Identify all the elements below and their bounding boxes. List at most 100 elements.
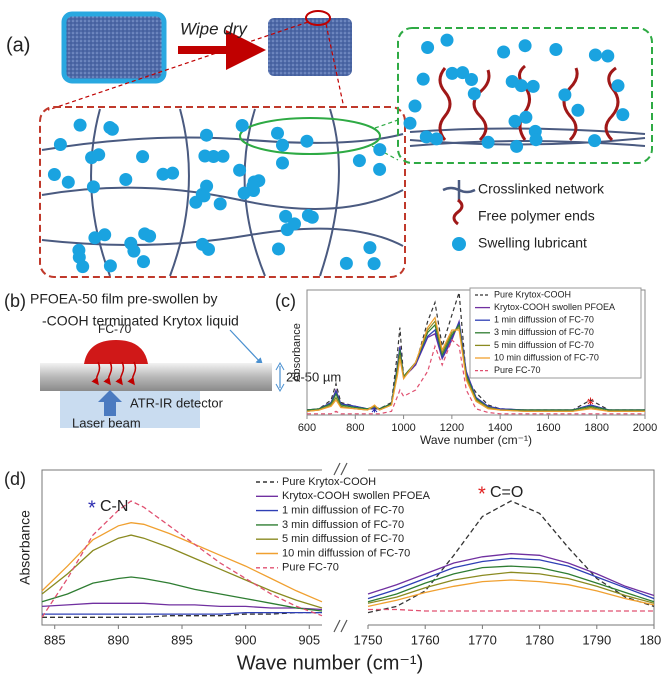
legend-text: Krytox-COOH swollen PFOEA [494,302,615,312]
wiped-film [268,18,352,76]
legend-text: 10 min diffussion of FC-70 [494,352,599,362]
lubricant-dot [409,100,422,113]
legend-text: 1 min diffussion of FC-70 [282,505,404,517]
lubricant-dot [530,133,543,146]
lubricant-dot [519,39,532,52]
x-axis-label: Wave number (cm⁻¹) [420,433,532,447]
lubricant-dot [373,143,386,156]
panel-label: (a) [6,34,30,56]
lubricant-dot [373,163,386,176]
spectrum [42,613,322,615]
lubricant-dot [288,217,301,230]
legend-text: Pure Krytox-COOH [494,289,571,299]
x-tick-label: 900 [235,632,257,647]
legend-text: Pure Krytox-COOH [282,476,376,488]
lubricant-dot [601,50,614,63]
droplet-label: FC-70 [98,322,132,336]
source-label: Laser beam [72,415,141,430]
swollen-film [64,14,164,81]
legend-text: Pure FC-70 [494,365,541,375]
lubricant-dot [214,197,227,210]
x-tick-label: 1750 [354,632,383,647]
caption: PFOEA-50 film pre-swollen by [30,291,218,307]
lubricant-dot [421,41,434,54]
lubricant-dot [519,111,532,124]
x-tick-label: 1790 [582,632,611,647]
lubricant-dot [571,104,584,117]
legend-text: Pure FC-70 [282,562,339,574]
arrow-label: Wipe dry [180,19,248,38]
lubricant-dot [340,257,353,270]
lubricant-dot [417,73,430,86]
lubricant-dot [48,168,61,181]
lubricant-dot [200,180,213,193]
legend-text: Swelling lubricant [478,235,587,251]
lubricant-dot [276,157,289,170]
panel-label: (c) [275,291,296,311]
legend-text: Krytox-COOH swollen PFOEA [282,490,431,502]
lubricant-dot [202,243,215,256]
annotation-marker: * [478,483,486,505]
lubricant-dot [103,121,116,134]
lubricant-dot [92,148,105,161]
legend-text: 1 min diffussion of FC-70 [494,315,594,325]
annotation-marker: * [88,497,96,519]
x-tick-label: 1800 [640,632,661,647]
legend-text: 5 min diffussion of FC-70 [494,340,594,350]
lubricant-dot [87,180,100,193]
x-tick-label: 800 [346,422,364,434]
x-tick-label: 1600 [536,422,560,434]
legend-symbol [452,237,466,251]
lubricant-dot [482,136,495,149]
lubricant-dot [137,255,150,268]
legend-text: Free polymer ends [478,208,595,224]
x-tick-label: 1200 [440,422,464,434]
lubricant-dot [510,140,523,153]
panel-label: (b) [4,291,26,311]
lubricant-dot [302,209,315,222]
lubricant-dot [157,168,170,181]
lubricant-dot [62,176,75,189]
x-tick-label: 1400 [488,422,512,434]
lubricant-dot [506,75,519,88]
x-tick-label: 1780 [525,632,554,647]
lubricant-dot [88,231,101,244]
x-tick-label: 1770 [468,632,497,647]
lubricant-dot [549,43,562,56]
lubricant-dot [468,87,481,100]
legend-text: 5 min diffussion of FC-70 [282,533,404,545]
x-tick-label: 905 [298,632,320,647]
annotation: C=O [490,484,523,501]
lubricant-dot [247,184,260,197]
figure: (a) Wipe dry [0,0,661,678]
lubricant-dot [200,129,213,142]
x-axis-label: Wave number (cm⁻¹) [237,652,424,674]
lubricant-dot [616,108,629,121]
lubricant-dot [138,227,151,240]
lubricant-dot [353,154,366,167]
caption: -COOH terminated Krytox liquid [42,313,239,329]
lubricant-dot [612,79,625,92]
legend-text: 10 min diffussion of FC-70 [282,547,410,559]
x-tick-label: 2000 [633,422,657,434]
lubricant-dot [236,119,249,132]
spectrum [42,535,322,608]
detector-label: ATR-IR detector [130,395,224,410]
lubricant-dot [527,80,540,93]
x-tick-label: 1000 [391,422,415,434]
droplet [84,340,148,364]
legend-symbol [454,200,462,224]
axis-line [42,470,322,625]
lubricant-dot [119,173,132,186]
lubricant-dot [271,127,284,140]
lubricant-dot [368,257,381,270]
panel-a: (a) Wipe dry [6,11,652,277]
lubricant-dot [76,260,89,273]
panel-label: (d) [4,469,26,489]
legend-text: Crosslinked network [478,181,605,197]
lubricant-dot [588,134,601,147]
x-tick-label: 1800 [584,422,608,434]
zoom-line [375,120,398,128]
pointer [230,330,262,364]
lubricant-dot [300,135,313,148]
